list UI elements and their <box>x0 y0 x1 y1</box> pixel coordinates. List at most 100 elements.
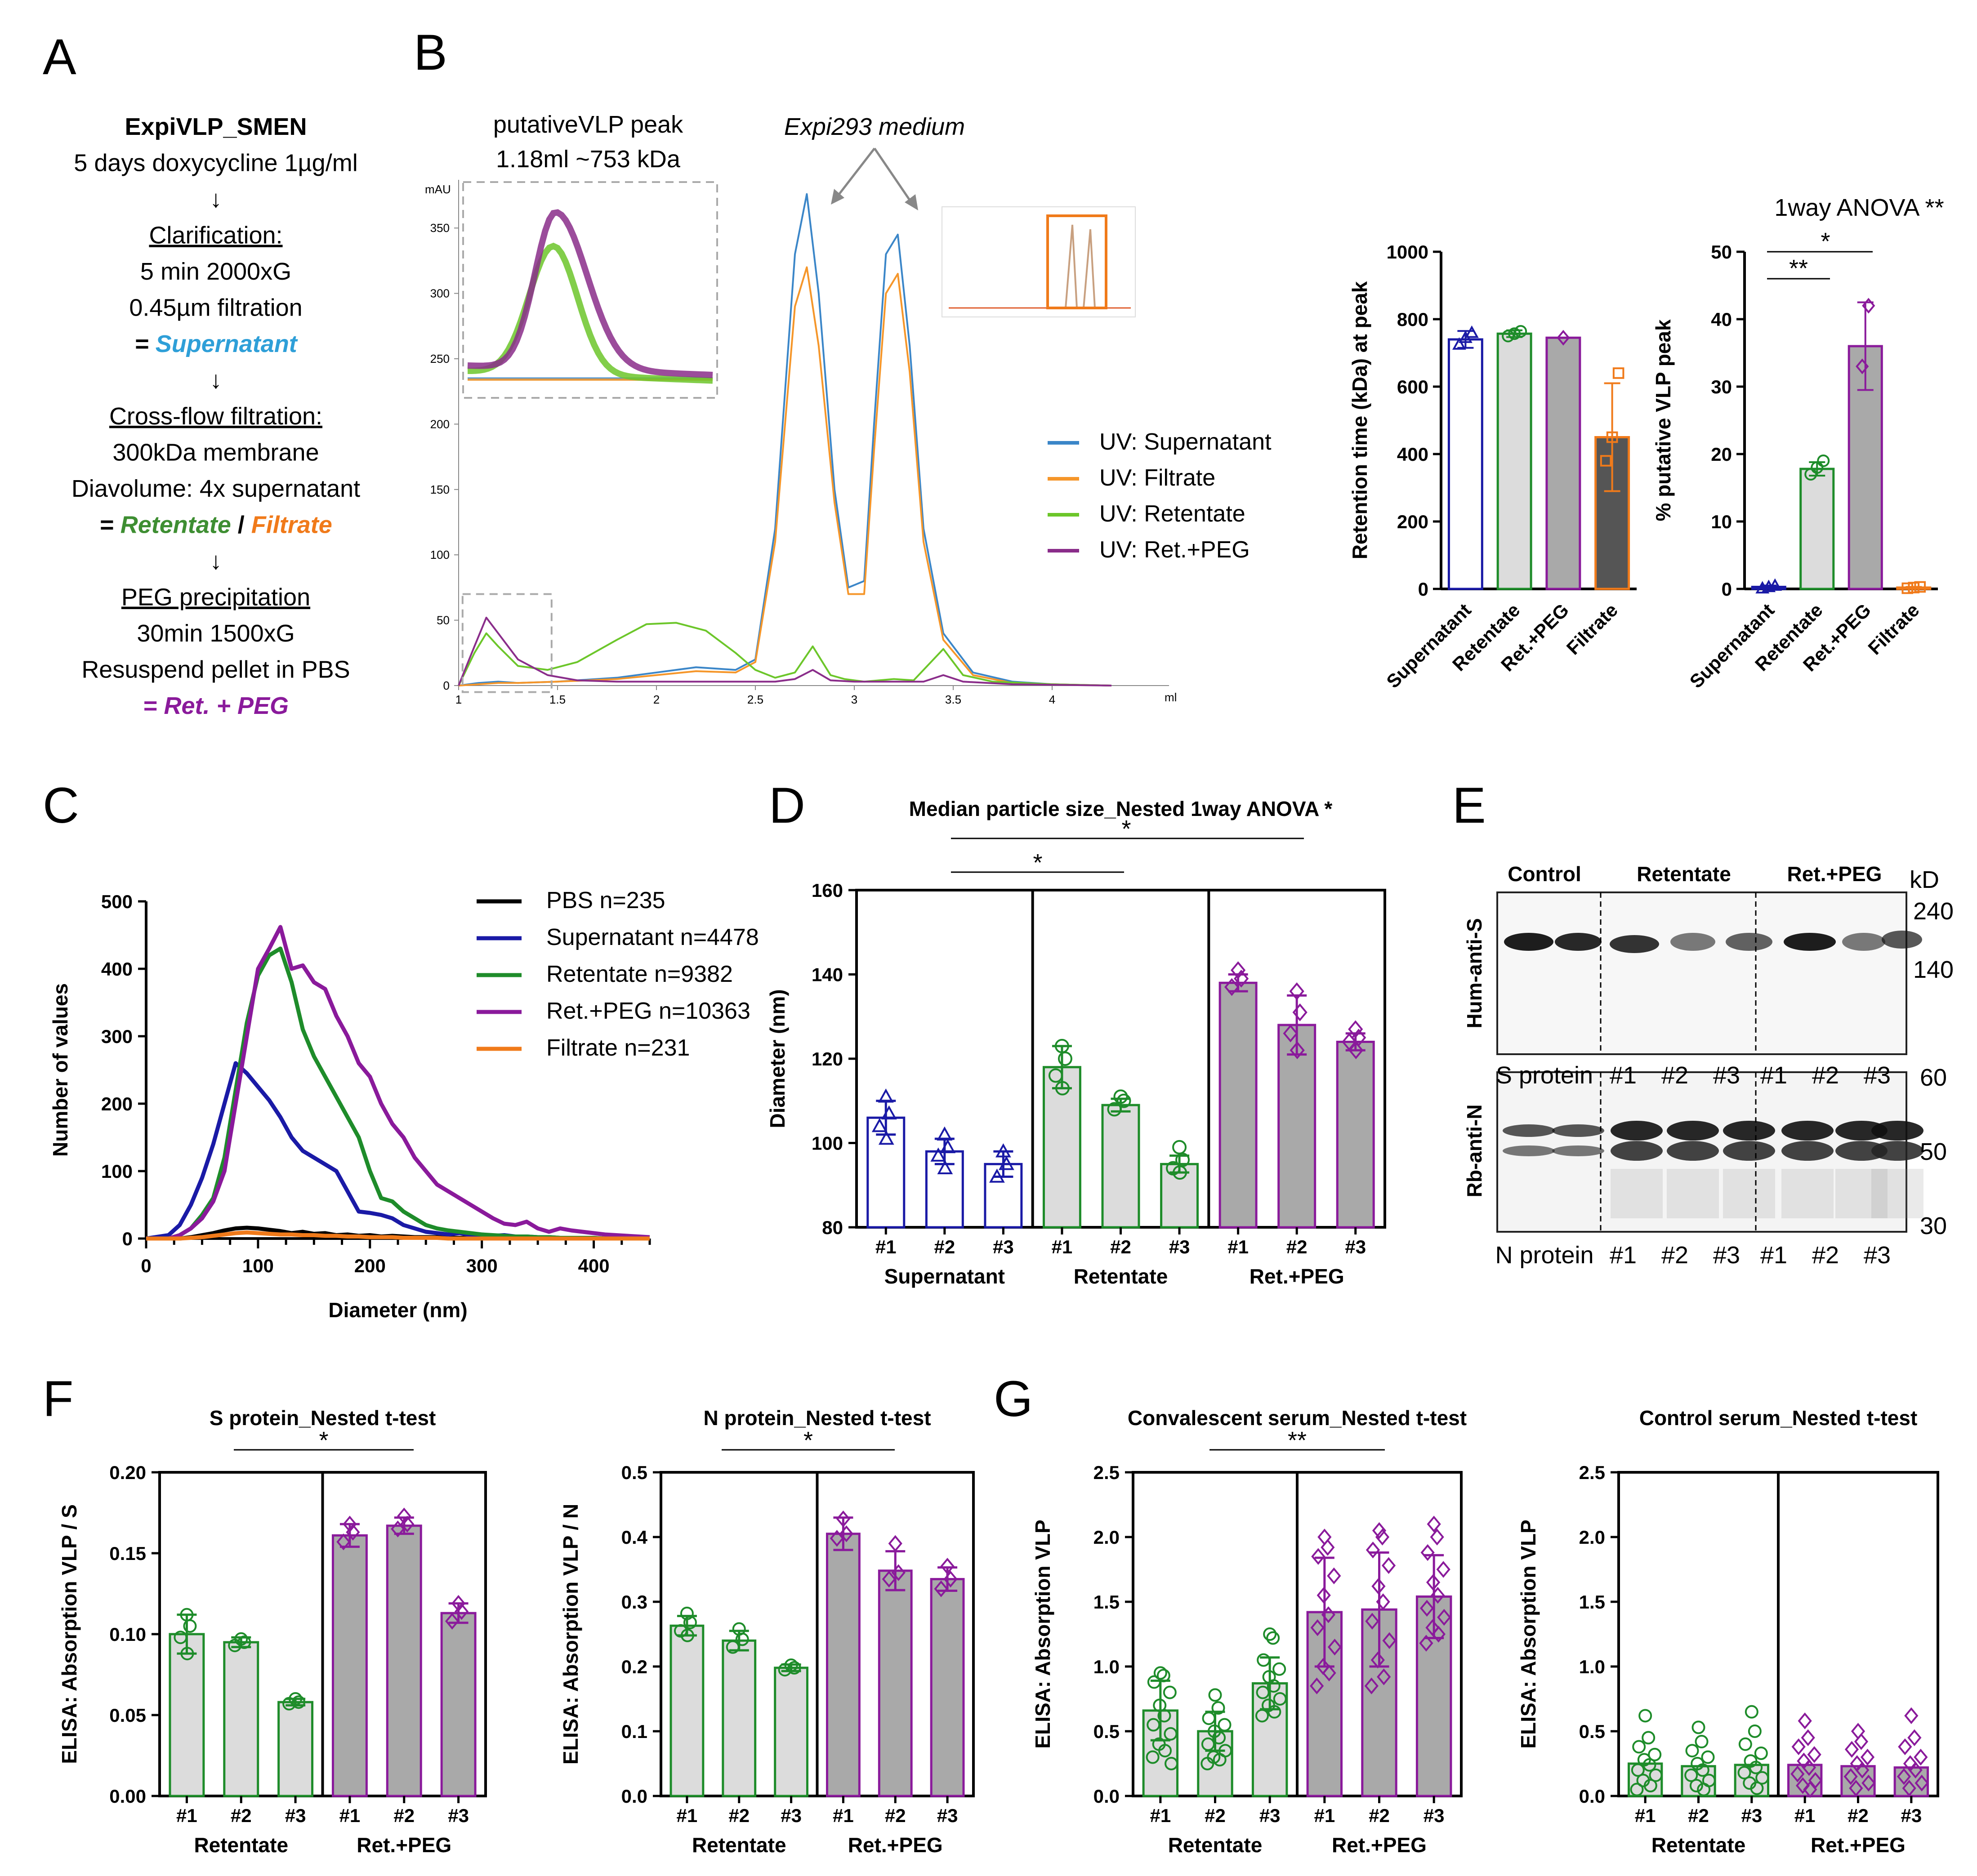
lane-label: N protein <box>1495 1242 1593 1269</box>
marker-label: 50 <box>1920 1138 1947 1165</box>
data-point <box>451 1595 466 1612</box>
data-point <box>1843 1768 1858 1785</box>
data-point <box>1200 1757 1214 1770</box>
chromatogram-x-unit: ml <box>1165 691 1177 704</box>
data-point <box>680 1606 694 1620</box>
data-point <box>445 1613 460 1630</box>
workflow-line: PEG precipitation <box>121 584 310 611</box>
x-tick-label: #1 <box>1227 1236 1249 1257</box>
zoom-region-box <box>461 593 553 693</box>
y-tick-label: 200 <box>1397 511 1428 532</box>
x-tick-label: #1 <box>875 1236 897 1257</box>
data-point <box>1791 1738 1806 1756</box>
data-point <box>937 1160 953 1174</box>
inset-title-line2: 1.18ml ~753 kDa <box>496 146 681 173</box>
protein-band <box>1723 1141 1775 1161</box>
group-label: Ret.+PEG <box>357 1833 451 1857</box>
data-point <box>1908 582 1920 593</box>
protein-band <box>1611 1141 1663 1161</box>
chromatogram-x-tick-label: 1 <box>455 693 462 706</box>
data-point <box>1802 1759 1816 1776</box>
data-point <box>1213 1753 1227 1767</box>
data-point <box>1289 982 1304 1000</box>
data-point <box>871 1118 888 1132</box>
y-tick-label: 0.05 <box>109 1705 146 1726</box>
data-point <box>1427 1515 1441 1533</box>
protein-band <box>1555 933 1602 951</box>
data-point <box>1173 1165 1187 1180</box>
data-point <box>1856 358 1869 374</box>
data-point <box>1642 1731 1656 1745</box>
data-point <box>1419 1600 1434 1617</box>
workflow-eq: = <box>134 330 156 357</box>
x-tick-label: #3 <box>1424 1805 1445 1826</box>
chart-title: S protein_Nested t-test <box>210 1406 436 1430</box>
lane-label: S protein <box>1496 1062 1593 1089</box>
chromatogram-y-unit: mAU <box>425 183 451 196</box>
bar <box>386 1524 422 1797</box>
chromatogram-x-tick-label: 2.5 <box>747 693 763 706</box>
y-axis-label: ELISA: Absorption VLP / S <box>58 1504 81 1764</box>
y-tick-label: 0.00 <box>109 1786 146 1807</box>
data-point <box>1436 1561 1450 1578</box>
data-point <box>1844 1741 1859 1758</box>
y-axis-label: ELISA: Absorption VLP <box>1031 1520 1054 1748</box>
data-point <box>228 1639 242 1653</box>
data-point <box>1420 1544 1435 1561</box>
y-tick-label: 2.0 <box>1579 1527 1605 1548</box>
data-point <box>1267 1705 1281 1719</box>
data-point <box>943 1570 958 1588</box>
data-point <box>1649 1768 1663 1782</box>
panel-letter-b: B <box>414 24 447 80</box>
data-point <box>1695 1735 1709 1749</box>
y-tick-label: 0 <box>122 1228 133 1249</box>
x-tick-label: #3 <box>993 1236 1014 1257</box>
workflow-line: 30min 1500xG <box>137 620 295 647</box>
data-point <box>1310 1619 1325 1636</box>
data-point <box>1691 1720 1705 1734</box>
x-tick-label: #2 <box>934 1236 955 1257</box>
y-tick-label: 0.0 <box>621 1786 647 1807</box>
workflow-line: Clarification: <box>149 222 282 249</box>
workflow-slash: / <box>231 512 251 539</box>
workflow-filtrate: Filtrate <box>251 512 332 539</box>
data-point <box>1790 1765 1805 1782</box>
y-tick-label: 0 <box>1722 579 1732 600</box>
bar <box>440 1612 477 1797</box>
lane-label: #3 <box>1864 1062 1891 1089</box>
data-point <box>1327 1639 1342 1656</box>
data-point <box>346 1524 360 1541</box>
data-point <box>1163 1685 1177 1699</box>
protein-band <box>1667 1141 1719 1161</box>
y-axis-label: Diameter (nm) <box>766 989 789 1128</box>
data-point <box>1348 1041 1364 1060</box>
legend-label: Retentate n=9382 <box>546 961 733 987</box>
data-point <box>1290 1041 1305 1060</box>
data-point <box>1648 1747 1662 1761</box>
protein-band <box>1784 933 1836 951</box>
data-point <box>1803 1781 1817 1798</box>
bar <box>826 1533 861 1797</box>
annotation-arrow <box>873 147 914 205</box>
data-point <box>1697 1782 1711 1796</box>
lane-label: #2 <box>1812 1242 1839 1269</box>
retention-time-chart: 0 200 400 600 800 1000 Retention time (kDa) at… <box>1348 241 1637 692</box>
data-point <box>1638 1709 1652 1723</box>
chart-title: Median particle size_Nested 1way ANOVA * <box>909 797 1333 820</box>
data-point <box>1897 1768 1911 1785</box>
data-point <box>1273 1692 1287 1706</box>
data-point <box>1902 1779 1916 1797</box>
x-tick-label: #1 <box>1794 1805 1816 1826</box>
bar <box>277 1701 314 1797</box>
y-tick-label: 0.1 <box>621 1721 647 1742</box>
data-point <box>1322 1664 1336 1682</box>
data-point <box>1147 1675 1161 1689</box>
data-point <box>1798 1712 1812 1729</box>
x-tick-label: #3 <box>1169 1236 1190 1257</box>
chromatogram-y-tick-label: 250 <box>430 352 450 365</box>
data-point <box>1754 1746 1768 1760</box>
chromatogram-x-tick-label: 1.5 <box>549 693 566 706</box>
data-point <box>1914 581 1926 593</box>
panel-letter-d: D <box>769 777 805 833</box>
data-point <box>336 1533 351 1551</box>
